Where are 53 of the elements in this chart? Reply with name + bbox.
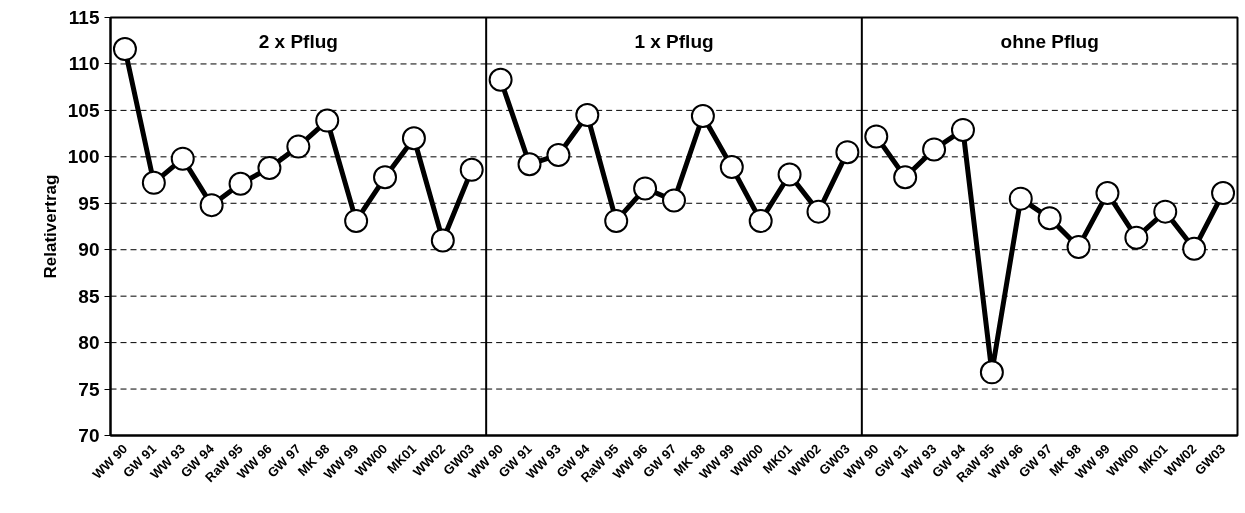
- y-tick-label: 100: [67, 146, 100, 168]
- point: [228, 171, 253, 196]
- point: [286, 134, 311, 159]
- point: [864, 124, 889, 149]
- point: [806, 199, 831, 224]
- point: [373, 165, 398, 190]
- point: [488, 67, 513, 92]
- point: [1182, 236, 1207, 261]
- y-tick-label: 110: [68, 53, 100, 75]
- y-tick-label: 95: [78, 192, 100, 214]
- y-tick-label: 90: [78, 239, 100, 261]
- point: [979, 360, 1004, 385]
- point: [517, 152, 542, 177]
- y-axis-title: Relativertrag: [40, 174, 60, 279]
- point: [199, 193, 224, 218]
- point: [1037, 206, 1062, 231]
- point: [662, 188, 686, 213]
- point: [1153, 199, 1178, 224]
- point: [1211, 181, 1236, 206]
- point: [401, 126, 426, 151]
- point: [893, 165, 918, 190]
- point: [1095, 181, 1120, 206]
- point: [315, 108, 340, 133]
- text: ohne Pflug: [1000, 30, 1099, 52]
- point: [112, 37, 137, 62]
- point: [835, 140, 860, 165]
- point: [257, 156, 282, 180]
- y-tick-label: 80: [78, 332, 100, 354]
- point: [748, 208, 773, 233]
- point: [1066, 234, 1091, 259]
- point: [777, 162, 802, 187]
- point: [719, 155, 744, 180]
- point: [430, 228, 455, 253]
- y-tick-label: 70: [78, 425, 100, 446]
- point: [633, 176, 658, 201]
- point: [950, 117, 975, 142]
- point: [922, 137, 947, 162]
- point: [459, 157, 484, 182]
- y-tick-label: 105: [67, 99, 100, 121]
- text: 2 x Pflug: [258, 30, 338, 52]
- point: [170, 146, 195, 171]
- point: [141, 170, 166, 195]
- point: [344, 208, 369, 233]
- text: 1 x Pflug: [634, 30, 714, 52]
- y-tick-label: 85: [78, 285, 100, 307]
- y-tick-label: 115: [68, 7, 100, 28]
- point: [546, 143, 571, 167]
- point: [1124, 225, 1149, 250]
- point: [690, 103, 715, 128]
- y-tick-label: 75: [78, 378, 100, 400]
- point: [575, 103, 600, 128]
- point: [604, 208, 629, 233]
- point: [1008, 186, 1033, 211]
